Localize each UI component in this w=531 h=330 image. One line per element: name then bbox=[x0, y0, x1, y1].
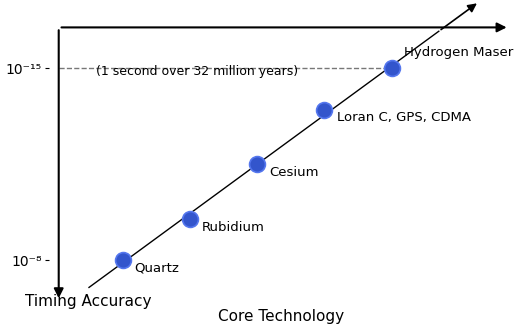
Text: Cesium: Cesium bbox=[269, 166, 319, 179]
Point bbox=[320, 107, 329, 112]
Text: Rubidium: Rubidium bbox=[202, 221, 265, 234]
Text: Hydrogen Maser: Hydrogen Maser bbox=[404, 46, 513, 58]
Text: Quartz: Quartz bbox=[135, 262, 179, 275]
Text: Timing Accuracy: Timing Accuracy bbox=[25, 294, 151, 309]
Point bbox=[118, 257, 127, 263]
Text: (1 second over 32 million years): (1 second over 32 million years) bbox=[96, 65, 298, 78]
Point bbox=[186, 216, 194, 222]
X-axis label: Core Technology: Core Technology bbox=[218, 310, 344, 324]
Point bbox=[388, 66, 396, 71]
Point bbox=[253, 162, 261, 167]
Text: Loran C, GPS, CDMA: Loran C, GPS, CDMA bbox=[337, 111, 470, 124]
